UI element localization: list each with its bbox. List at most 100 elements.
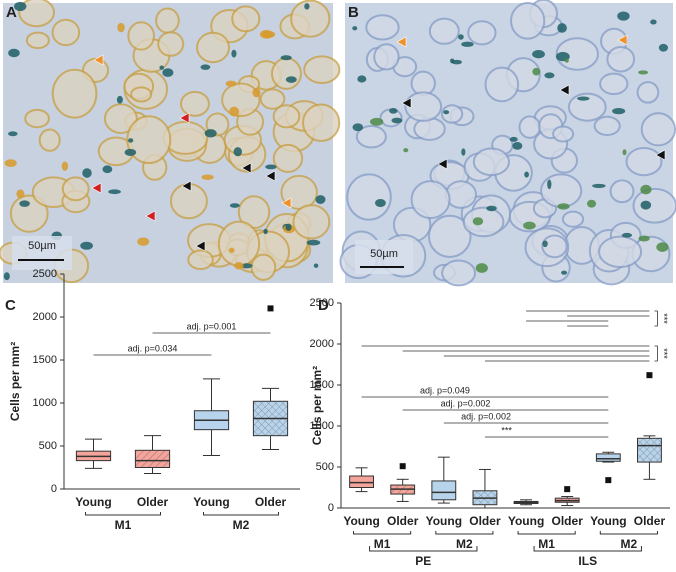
group-bracket <box>353 531 412 535</box>
stain <box>640 200 652 210</box>
stain <box>200 64 211 70</box>
tissue-cell <box>302 103 341 142</box>
stain <box>389 108 398 114</box>
tissue-cell <box>272 104 301 129</box>
scale-bar-label: 50µm <box>370 248 398 260</box>
stain <box>451 59 462 65</box>
tissue-cell <box>598 235 643 268</box>
stain <box>4 159 17 167</box>
box <box>349 475 374 488</box>
stain <box>561 270 568 275</box>
stain <box>512 141 523 150</box>
tissue-cell <box>130 86 153 103</box>
arrowhead <box>93 54 104 66</box>
x-tick-label: Young <box>343 514 379 528</box>
stain <box>229 106 240 117</box>
annotation: adj. p=0.002 <box>461 411 511 421</box>
tissue-cell <box>427 214 472 258</box>
stain <box>108 189 121 195</box>
arrowhead <box>265 170 276 182</box>
tissue-cell <box>196 31 230 64</box>
tissue-cell <box>250 253 277 281</box>
stain <box>315 195 326 204</box>
supergroup-label: PE <box>415 554 431 568</box>
stain <box>544 72 555 79</box>
scale-bar-bg <box>355 240 413 274</box>
stain <box>16 189 25 199</box>
stain <box>304 3 310 10</box>
y-tick-label: 0 <box>51 483 57 495</box>
stain <box>285 223 292 231</box>
annotation: *** <box>659 348 669 359</box>
significance-bracket <box>654 345 658 362</box>
tissue-cell <box>355 125 387 149</box>
annotation: *** <box>659 313 669 324</box>
panel-label: A <box>6 4 17 21</box>
stain <box>352 26 358 31</box>
group-bracket <box>517 531 576 535</box>
stain <box>252 87 261 98</box>
outlier <box>605 477 612 484</box>
arrowhead <box>617 34 628 46</box>
tissue-cell <box>552 125 575 143</box>
scale-bar-bg <box>12 236 72 270</box>
box <box>595 453 621 462</box>
stain <box>234 262 244 270</box>
x-tick-label: Older <box>634 514 666 528</box>
stain <box>162 68 174 77</box>
y-tick-label: 1500 <box>33 354 57 366</box>
arrowhead <box>195 240 206 252</box>
y-tick-label: 500 <box>39 440 57 452</box>
stain <box>461 41 474 47</box>
x-tick-label: Young <box>193 495 229 509</box>
annotation: adj. p=0.001 <box>187 321 237 331</box>
y-tick-label: 1000 <box>310 420 334 432</box>
stain <box>509 136 518 142</box>
tissue-cell <box>103 103 138 134</box>
tissue-cell <box>61 176 90 202</box>
stain <box>80 241 93 250</box>
stain <box>523 221 536 230</box>
tissue-cell <box>25 31 50 50</box>
tissue-cell <box>599 72 629 96</box>
significance-bracket <box>654 310 658 327</box>
arrowhead <box>437 158 448 170</box>
tissue-cell <box>259 88 286 110</box>
stain <box>532 49 545 59</box>
stain <box>617 11 630 21</box>
tissue-cell <box>127 21 155 51</box>
tissue-cell <box>51 68 98 119</box>
scale-bar-label: 50µm <box>28 240 56 252</box>
arrowhead <box>396 36 407 48</box>
stain <box>231 49 237 58</box>
tissue-cell <box>155 7 180 34</box>
stain <box>622 149 627 156</box>
x-tick-label: Young <box>508 514 544 528</box>
stain <box>61 161 69 171</box>
supergroup-label: ILS <box>578 554 597 568</box>
stain <box>542 240 548 248</box>
stain <box>306 239 321 246</box>
outlier <box>564 486 571 493</box>
y-tick-label: 1500 <box>310 379 334 391</box>
tissue-cell <box>270 57 302 90</box>
stain <box>3 272 10 281</box>
tissue-cell <box>303 55 341 84</box>
x-tick-label: Older <box>552 514 584 528</box>
arrowhead <box>181 180 192 192</box>
stain <box>638 70 649 75</box>
tissue-cell <box>290 0 331 38</box>
stain <box>656 242 669 252</box>
x-tick-label: Young <box>590 514 626 528</box>
stain <box>102 165 113 174</box>
stain <box>587 199 597 208</box>
tissue-cell <box>567 92 607 122</box>
stain <box>375 198 386 208</box>
tissue-cell <box>187 249 214 271</box>
stain <box>658 43 668 52</box>
stain <box>313 263 319 268</box>
tissue-cell <box>179 90 210 117</box>
stain <box>557 23 567 33</box>
tissue-cell <box>24 108 50 129</box>
stain <box>486 205 497 212</box>
